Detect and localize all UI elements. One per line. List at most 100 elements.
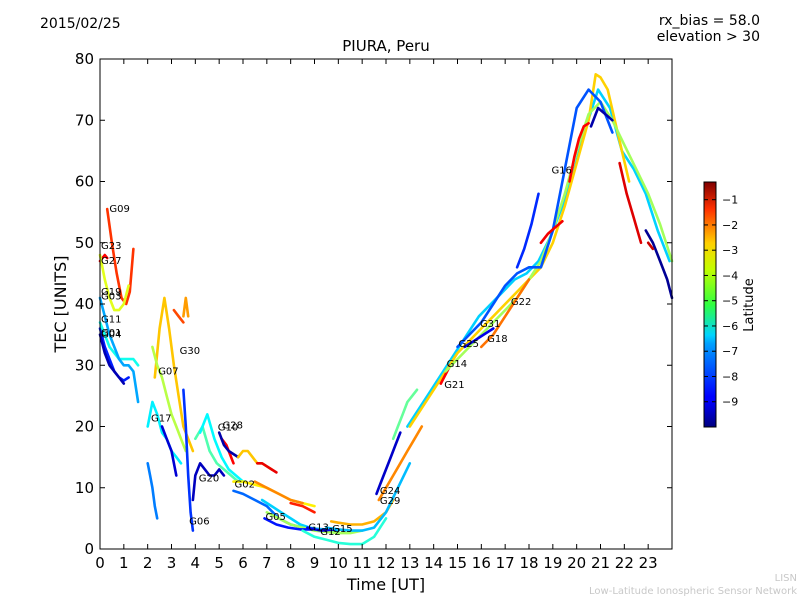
satellite-label: G28: [223, 420, 243, 431]
satellite-label: G03: [101, 292, 121, 303]
tec-series-42: [515, 192, 540, 269]
colorbar-tick-label: −7: [722, 345, 738, 358]
x-tick-label: 5: [214, 554, 224, 572]
tec-series-31: [301, 517, 388, 546]
tec-series-27: [263, 517, 314, 531]
tec-series-17: [198, 412, 245, 483]
x-tick-label: 11: [353, 554, 372, 572]
satellite-label: G05: [265, 512, 285, 523]
satellite-label: G07: [158, 366, 178, 377]
x-tick-label: 17: [496, 554, 515, 572]
satellite-label: G13: [308, 523, 328, 534]
y-tick-label: 20: [75, 418, 94, 436]
bias-info: rx_bias = 58.0 elevation > 30: [657, 13, 760, 45]
satellite-label: G11: [101, 314, 121, 325]
x-tick-label: 18: [519, 554, 538, 572]
x-axis-label: Time [UT]: [346, 575, 425, 594]
credit-line-2: Low-Latitude Ionospheric Sensor Network: [589, 586, 797, 597]
rx-bias-label: rx_bias = 58.0: [658, 13, 760, 29]
tec-series-6: [98, 296, 140, 404]
series-layer: [98, 73, 674, 546]
x-tick-label: 12: [376, 554, 395, 572]
tec-series-8: [151, 345, 188, 453]
tec-series-48: [644, 229, 674, 300]
y-tick-label: 10: [75, 479, 94, 497]
satellite-label: G01: [101, 328, 121, 339]
satellite-label: G29: [380, 496, 400, 507]
x-tick-label: 8: [286, 554, 296, 572]
x-tick-label: 22: [615, 554, 634, 572]
colorbar: [703, 181, 717, 428]
y-tick-label: 50: [75, 234, 94, 252]
colorbar-tick-label: −8: [722, 370, 738, 383]
satellite-label: G20: [199, 474, 219, 485]
tec-series-29: [306, 526, 338, 532]
colorbar-tick-label: −5: [722, 295, 738, 308]
satellite-label: G04: [101, 330, 121, 341]
y-tick-label: 70: [75, 111, 94, 129]
satellite-label: G16: [551, 165, 571, 176]
tec-series-36: [406, 88, 671, 428]
colorbar-tick-label: −6: [722, 320, 738, 333]
tec-series-15: [191, 461, 226, 502]
chart-title: PIURA, Peru: [342, 37, 430, 55]
x-tick-label: 16: [472, 554, 491, 572]
y-tick-label: 30: [75, 356, 94, 374]
x-tick-label: 6: [238, 554, 248, 572]
tec-series-49: [646, 241, 655, 251]
tec-series-11: [182, 296, 190, 318]
satellite-label: G30: [180, 346, 200, 357]
colorbar-tick-label: −9: [722, 396, 738, 409]
tec-series-43: [539, 220, 564, 245]
x-tick-label: 19: [543, 554, 562, 572]
tec-series-12: [160, 425, 178, 477]
tec-series-45: [568, 122, 590, 183]
x-tick-label: 0: [95, 554, 105, 572]
tec-series-37: [408, 73, 631, 428]
tec-series-39: [444, 100, 674, 373]
x-tick-label: 2: [143, 554, 153, 572]
satellite-label: G27: [101, 256, 121, 267]
tec-series-10: [172, 308, 185, 324]
colorbar-label: Latitude: [742, 278, 757, 332]
satellite-label: G21: [444, 380, 464, 391]
tec-series-33: [375, 431, 402, 496]
tec-series-40: [456, 88, 614, 349]
satellite-label: G09: [109, 204, 129, 215]
tec-series-28: [289, 501, 316, 514]
tec-series-47: [618, 161, 643, 245]
satellite-label: G10: [218, 423, 238, 434]
tec-series-41: [463, 327, 495, 349]
x-tick-label: 13: [400, 554, 419, 572]
tec-series-32: [325, 461, 412, 532]
y-tick-label: 40: [75, 295, 94, 313]
satellite-label: G23: [101, 241, 121, 252]
colorbar-ticks: −1 −2 −3 −4 −5 −6 −7 −8 −9: [704, 194, 738, 409]
x-tick-label: 15: [448, 554, 467, 572]
y-axis: 0 10 20 30 40 50 60 70 80: [75, 50, 672, 558]
lisn-credit: LISN Low-Latitude Ionospheric Sensor Net…: [589, 572, 797, 598]
tec-series-2: [98, 253, 130, 312]
tec-series-19: [217, 431, 240, 459]
colorbar-tick-label: −1: [722, 194, 738, 207]
tec-series-4: [98, 333, 126, 385]
x-tick-label: 14: [424, 554, 443, 572]
satellite-label: G15: [332, 524, 352, 535]
tec-series-23: [253, 480, 304, 505]
x-tick-label: 21: [591, 554, 610, 572]
x-tick-label: 4: [191, 554, 201, 572]
y-axis-label: TEC [UNITS]: [51, 256, 70, 354]
y-tick-label: 0: [84, 540, 94, 558]
colorbar-tick-label: −4: [722, 269, 738, 282]
colorbar-tick-label: −3: [722, 244, 738, 257]
x-tick-label: 10: [329, 554, 348, 572]
satellite-label: G18: [487, 334, 507, 345]
x-tick-label: 3: [167, 554, 177, 572]
satellite-label: G02: [234, 480, 254, 491]
satellite-label: G19: [101, 287, 121, 298]
satellite-label: G14: [447, 359, 467, 370]
x-axis: 0 1 2 3 4 5 6 7 8 9 10 11 12 13 14 15 16 17 18 19 20 21 22 23: [95, 59, 658, 572]
elevation-label: elevation > 30: [656, 29, 760, 45]
